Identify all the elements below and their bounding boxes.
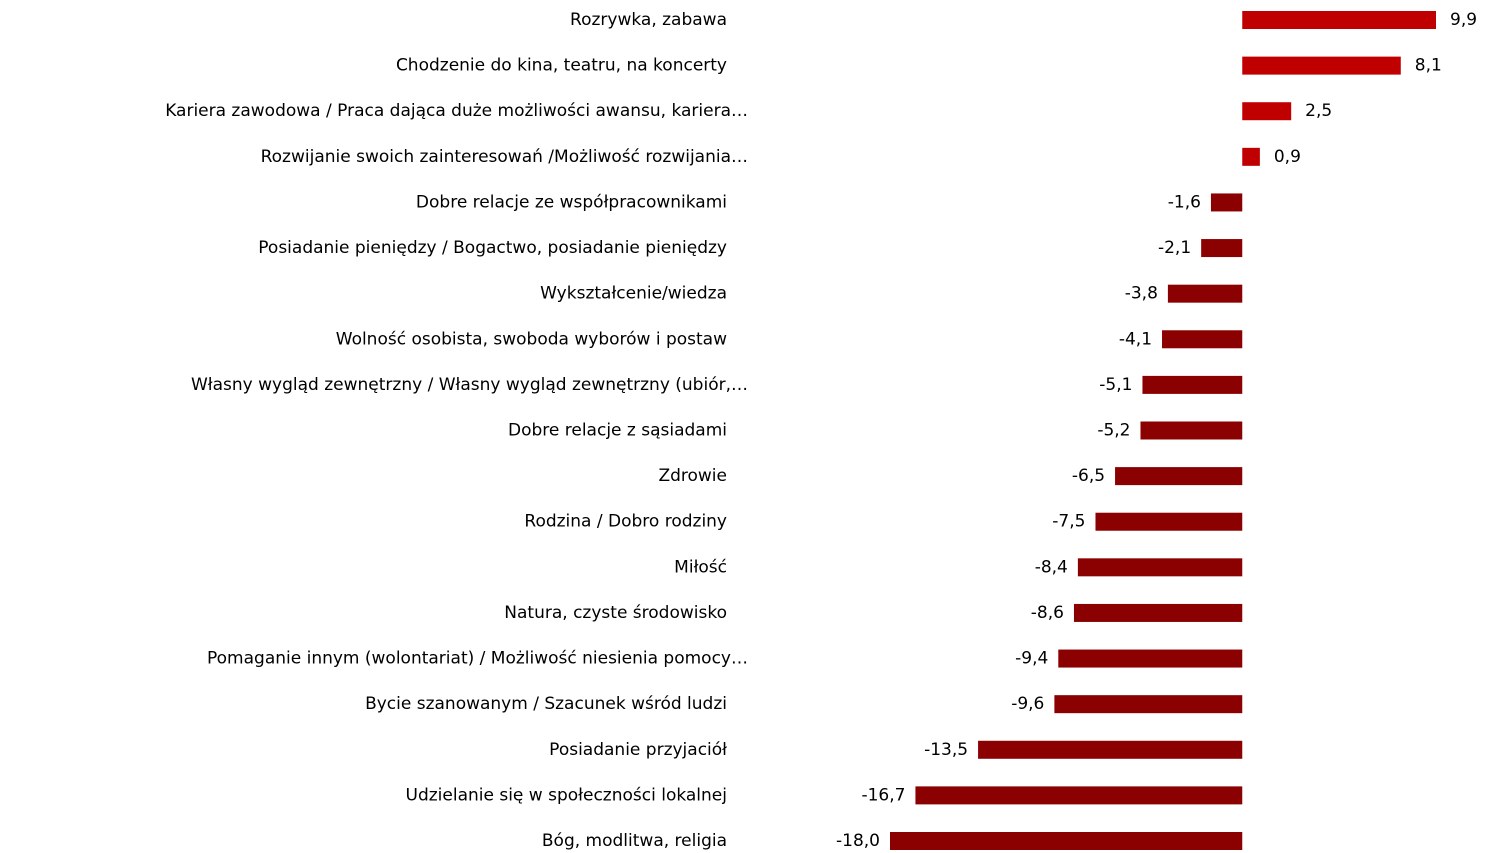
value-label: 8,1 (1415, 56, 1442, 76)
category-label: Pomaganie innym (wolontariat) / Możliwoś… (207, 649, 748, 669)
value-label: -5,1 (1099, 375, 1132, 395)
bar (1162, 330, 1243, 349)
category-label: Własny wygląd zewnętrzny / Własny wygląd… (191, 375, 748, 395)
value-label: -1,6 (1168, 192, 1201, 212)
bar (1077, 558, 1243, 577)
bar (890, 832, 1243, 850)
bar (1115, 467, 1243, 486)
category-label: Bóg, modlitwa, religia (542, 831, 727, 851)
value-label: -9,6 (1011, 694, 1044, 714)
bar (1058, 649, 1243, 668)
bar (1073, 603, 1243, 622)
category-label: Dobre relacje ze współpracownikami (416, 192, 727, 212)
bar (1242, 56, 1401, 75)
value-label: 0,9 (1274, 147, 1301, 167)
value-label: -7,5 (1052, 512, 1085, 532)
category-label: Udzielanie się w społeczności lokalnej (406, 785, 727, 805)
category-label: Dobre relacje z sąsiadami (508, 421, 727, 441)
bar (1201, 239, 1243, 258)
value-label: 9,9 (1450, 10, 1477, 30)
value-label: -8,4 (1035, 557, 1068, 577)
value-label: -5,2 (1097, 421, 1130, 441)
category-label: Rozrywka, zabawa (570, 10, 727, 30)
bar (1242, 102, 1292, 121)
value-label: -9,4 (1015, 649, 1048, 669)
bar (1142, 375, 1243, 394)
value-label: -18,0 (836, 831, 880, 851)
category-label: Chodzenie do kina, teatru, na koncerty (396, 56, 727, 76)
category-label: Wolność osobista, swoboda wyborów i post… (336, 329, 727, 349)
bar (1210, 193, 1243, 212)
category-label: Natura, czyste środowisko (504, 603, 727, 623)
value-label: -2,1 (1158, 238, 1191, 258)
value-label: -13,5 (924, 740, 968, 760)
category-label: Rodzina / Dobro rodziny (524, 512, 727, 532)
value-label: 2,5 (1305, 101, 1332, 121)
value-label: -8,6 (1031, 603, 1064, 623)
category-label: Zdrowie (658, 466, 727, 486)
category-label: Bycie szanowanym / Szacunek wśród ludzi (365, 694, 727, 714)
bar (1054, 695, 1243, 714)
value-label: -4,1 (1119, 329, 1152, 349)
value-label: -16,7 (861, 785, 905, 805)
value-label: -3,8 (1125, 284, 1158, 304)
bar (978, 740, 1243, 759)
category-label: Miłość (674, 557, 727, 577)
value-label: -6,5 (1072, 466, 1105, 486)
category-label: Posiadanie przyjaciół (549, 740, 727, 760)
bar (1140, 421, 1243, 440)
bar (1167, 284, 1243, 303)
bar (1095, 512, 1243, 531)
bar (915, 786, 1243, 805)
bar (1242, 147, 1260, 166)
category-label: Kariera zawodowa / Praca dająca duże moż… (165, 101, 748, 121)
bar (1242, 11, 1436, 29)
category-label: Wykształcenie/wiedza (540, 284, 727, 304)
category-label: Rozwijanie swoich zainteresowań /Możliwo… (261, 147, 748, 167)
category-label: Posiadanie pieniędzy / Bogactwo, posiada… (258, 238, 727, 258)
